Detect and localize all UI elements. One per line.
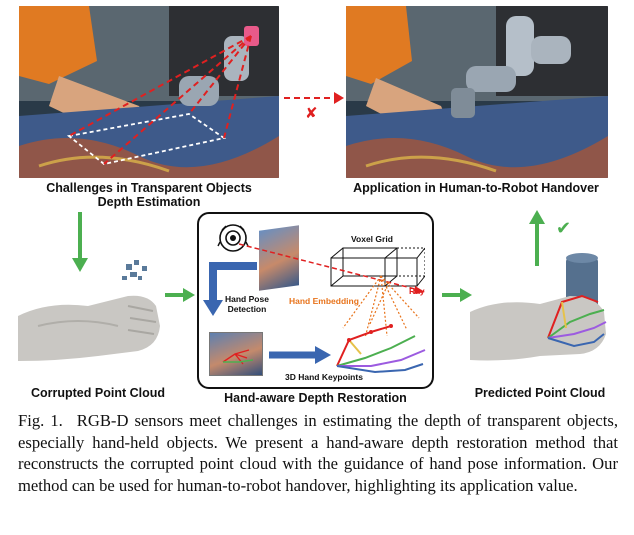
- hand-pose-label: Hand Pose Detection: [225, 294, 269, 314]
- arrow-top: [284, 92, 344, 104]
- figure-number: Fig. 1.: [18, 411, 63, 430]
- caption-text: RGB-D sensors meet challenges in estimat…: [18, 411, 618, 495]
- label-predicted: Predicted Point Cloud: [474, 386, 606, 400]
- predicted-point-cloud-image: [470, 252, 620, 378]
- hand-aware-panel: Hand Pose Detection 3D Hand Keypoints Vo…: [197, 212, 434, 389]
- figure-caption: Fig. 1. RGB-D sensors meet challenges in …: [18, 410, 618, 496]
- arrow-up-right: [529, 210, 545, 266]
- label-challenges: Challenges in Transparent Objects Depth …: [19, 181, 279, 209]
- label-challenges-line2: Depth Estimation: [97, 195, 201, 209]
- corrupted-point-cloud-image: [18, 256, 178, 376]
- blue-arrow-keypoints: [269, 346, 331, 364]
- hand-embedding-label: Hand Embedding: [289, 296, 359, 306]
- ray-label: Ray: [409, 286, 425, 296]
- embedding-lines: [342, 275, 420, 339]
- blue-arrow-detection: [203, 262, 257, 316]
- hand-pose-line1: Hand Pose: [225, 294, 269, 304]
- arrow-out-panel: [442, 288, 472, 302]
- check-mark: ✔: [556, 218, 572, 239]
- voxel-grid-label: Voxel Grid: [351, 234, 393, 244]
- photo-application: [346, 6, 608, 178]
- keypoints-label: 3D Hand Keypoints: [285, 372, 363, 382]
- label-hand-aware: Hand-aware Depth Restoration: [224, 391, 407, 405]
- label-application: Application in Human-to-Robot Handover: [353, 181, 599, 195]
- label-challenges-line1: Challenges in Transparent Objects: [46, 181, 252, 195]
- hand-pose-line2: Detection: [227, 304, 267, 314]
- photo-challenges: [19, 6, 279, 178]
- hand-skeleton-3d: [336, 324, 426, 374]
- cross-mark: ✘: [305, 104, 318, 122]
- arrow-down-left: [72, 212, 88, 272]
- arrow-into-panel: [165, 288, 195, 302]
- voxel-grid: [330, 247, 425, 287]
- detection-skeleton: [222, 349, 254, 365]
- label-corrupted: Corrupted Point Cloud: [30, 386, 165, 400]
